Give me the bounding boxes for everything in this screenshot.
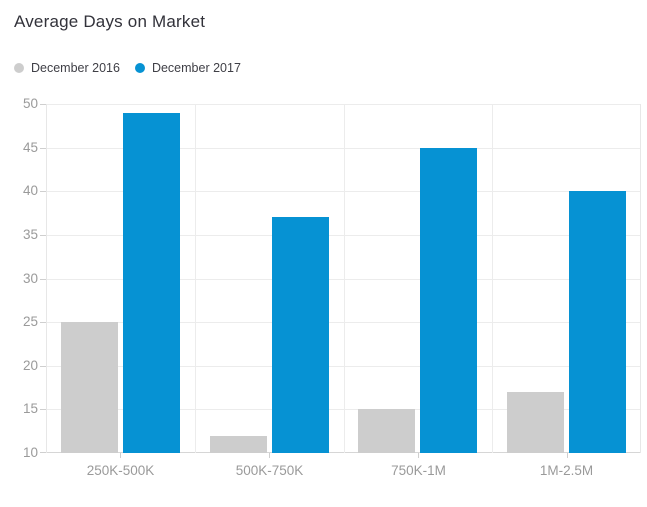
x-axis-label: 500K-750K: [235, 463, 304, 478]
gridline-horizontal: [46, 409, 641, 410]
plot-border: [46, 104, 47, 453]
bar-december-2017-750k-1m[interactable]: [420, 148, 477, 453]
y-axis-tick: [40, 452, 46, 453]
gridline-horizontal: [46, 104, 641, 105]
bar-december-2016-250k-500k[interactable]: [61, 322, 118, 453]
x-axis-tick: [269, 453, 270, 458]
x-axis-tick: [418, 453, 419, 458]
y-axis-tick: [40, 322, 46, 323]
legend-item-december-2016[interactable]: December 2016: [14, 61, 120, 75]
gridline-horizontal: [46, 452, 641, 453]
gridline-vertical: [344, 104, 345, 453]
y-axis-label: 30: [22, 271, 38, 286]
gridline-horizontal: [46, 235, 641, 236]
gridline-horizontal: [46, 322, 641, 323]
y-axis-label: 40: [22, 183, 38, 198]
y-axis-label: 20: [22, 358, 38, 373]
x-axis-label: 750K-1M: [391, 463, 446, 478]
x-axis-label: 1M-2.5M: [539, 463, 594, 478]
y-axis-tick: [40, 409, 46, 410]
bar-december-2017-1m-2-5m[interactable]: [569, 191, 626, 453]
bar-december-2016-500k-750k[interactable]: [210, 436, 267, 453]
bar-december-2016-750k-1m[interactable]: [358, 409, 415, 453]
gridline-vertical: [195, 104, 196, 453]
legend-item-december-2017[interactable]: December 2017: [134, 61, 241, 75]
y-axis-label: 25: [22, 314, 38, 329]
legend-label: December 2016: [31, 61, 120, 75]
gridline-vertical: [492, 104, 493, 453]
legend-swatch-icon: [14, 63, 24, 73]
y-axis-tick: [40, 104, 46, 105]
x-axis-tick: [120, 453, 121, 458]
bar-december-2017-500k-750k[interactable]: [272, 217, 329, 453]
y-axis-tick: [40, 235, 46, 236]
x-axis-label: 250K-500K: [86, 463, 155, 478]
bar-december-2017-250k-500k[interactable]: [123, 113, 180, 453]
gridline-horizontal: [46, 148, 641, 149]
y-axis-tick: [40, 191, 46, 192]
y-axis-tick: [40, 148, 46, 149]
chart-title: Average Days on Market: [14, 12, 206, 31]
y-axis-label: 15: [22, 401, 38, 416]
gridline-horizontal: [46, 366, 641, 367]
bar-december-2016-1m-2-5m[interactable]: [507, 392, 564, 453]
legend-label: December 2017: [151, 61, 241, 75]
y-axis-label: 35: [22, 227, 38, 242]
y-axis-tick: [40, 279, 46, 280]
chart-legend: December 2016 December 2017: [14, 61, 241, 75]
x-axis-tick: [567, 453, 568, 458]
plot-border: [640, 104, 641, 453]
legend-swatch-icon: [134, 63, 145, 73]
y-axis-label: 10: [22, 445, 38, 460]
gridline-horizontal: [46, 191, 641, 192]
gridline-horizontal: [46, 279, 641, 280]
plot-area: [46, 104, 641, 453]
y-axis-tick: [40, 366, 46, 367]
y-axis-label: 50: [22, 96, 38, 111]
y-axis-label: 45: [22, 140, 38, 155]
